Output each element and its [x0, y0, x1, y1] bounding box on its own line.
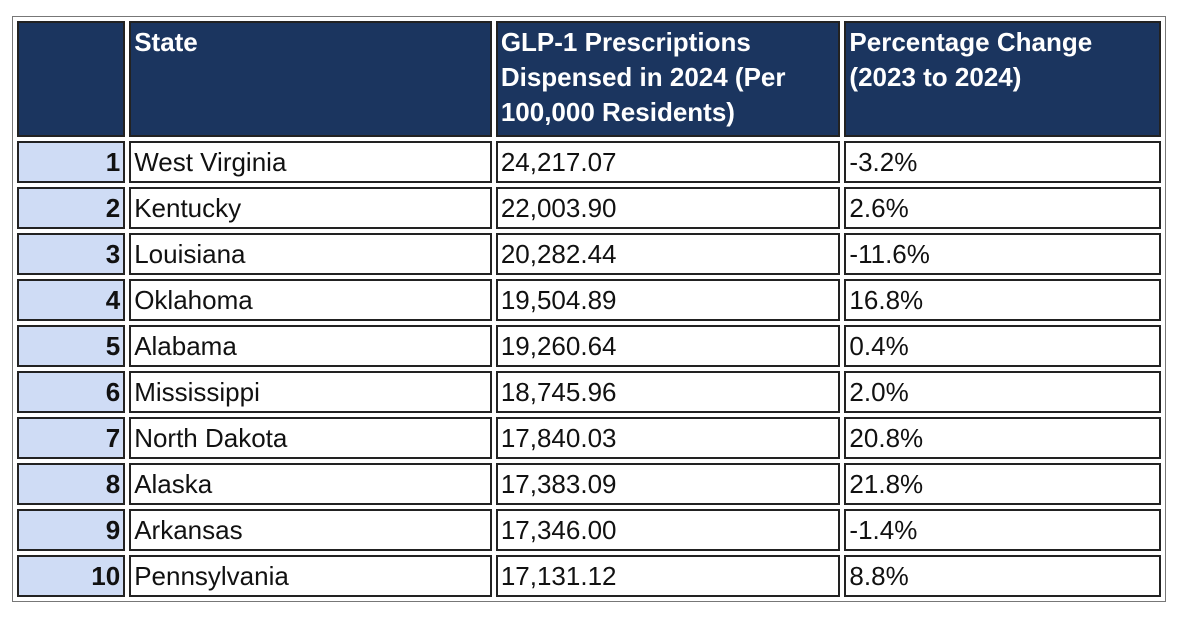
state-cell: Louisiana [129, 233, 492, 275]
state-cell: Mississippi [129, 371, 492, 413]
prescriptions-cell: 20,282.44 [495, 233, 841, 275]
rank-cell: 1 [17, 141, 126, 183]
table-body: 1 West Virginia 24,217.07 -3.2% 2 Kentucky 22,… [17, 141, 1161, 597]
prescriptions-cell: 17,346.00 [495, 509, 841, 551]
table-row: 8 Alaska 17,383.09 21.8% [17, 463, 1161, 505]
change-cell: 21.8% [844, 463, 1161, 505]
change-cell: -3.2% [844, 141, 1161, 183]
state-cell: Oklahoma [129, 279, 492, 321]
rank-cell: 5 [17, 325, 126, 367]
table-row: 3 Louisiana 20,282.44 -11.6% [17, 233, 1161, 275]
change-cell: -11.6% [844, 233, 1161, 275]
rank-cell: 4 [17, 279, 126, 321]
header-cell: State [129, 21, 492, 137]
state-cell: Kentucky [129, 187, 492, 229]
prescriptions-cell: 19,260.64 [495, 325, 841, 367]
state-cell: Alabama [129, 325, 492, 367]
rank-cell: 10 [17, 555, 126, 597]
state-cell: North Dakota [129, 417, 492, 459]
rank-cell: 6 [17, 371, 126, 413]
table-row: 2 Kentucky 22,003.90 2.6% [17, 187, 1161, 229]
table-row: 4 Oklahoma 19,504.89 16.8% [17, 279, 1161, 321]
change-cell: -1.4% [844, 509, 1161, 551]
rank-cell: 3 [17, 233, 126, 275]
change-cell: 2.6% [844, 187, 1161, 229]
prescriptions-cell: 17,131.12 [495, 555, 841, 597]
prescriptions-cell: 18,745.96 [495, 371, 841, 413]
change-cell: 0.4% [844, 325, 1161, 367]
rank-cell: 8 [17, 463, 126, 505]
header-row: State GLP-1 Prescriptions Dispensed in 20… [17, 21, 1161, 137]
change-cell: 2.0% [844, 371, 1161, 413]
table-row: 10 Pennsylvania 17,131.12 8.8% [17, 555, 1161, 597]
prescriptions-cell: 17,383.09 [495, 463, 841, 505]
prescriptions-cell: 19,504.89 [495, 279, 841, 321]
prescriptions-cell: 22,003.90 [495, 187, 841, 229]
header-cell: Percentage Change (2023 to 2024) [844, 21, 1161, 137]
state-cell: Pennsylvania [129, 555, 492, 597]
change-cell: 20.8% [844, 417, 1161, 459]
prescriptions-cell: 17,840.03 [495, 417, 841, 459]
rank-cell: 9 [17, 509, 126, 551]
change-cell: 8.8% [844, 555, 1161, 597]
table-row: 6 Mississippi 18,745.96 2.0% [17, 371, 1161, 413]
change-cell: 16.8% [844, 279, 1161, 321]
rank-cell: 2 [17, 187, 126, 229]
header-cell [17, 21, 126, 137]
state-cell: Alaska [129, 463, 492, 505]
table-row: 5 Alabama 19,260.64 0.4% [17, 325, 1161, 367]
data-table: State GLP-1 Prescriptions Dispensed in 20… [12, 16, 1166, 602]
table-row: 9 Arkansas 17,346.00 -1.4% [17, 509, 1161, 551]
prescriptions-cell: 24,217.07 [495, 141, 841, 183]
rank-cell: 7 [17, 417, 126, 459]
table-row: 7 North Dakota 17,840.03 20.8% [17, 417, 1161, 459]
table-row: 1 West Virginia 24,217.07 -3.2% [17, 141, 1161, 183]
state-cell: West Virginia [129, 141, 492, 183]
table-header: State GLP-1 Prescriptions Dispensed in 20… [17, 21, 1161, 137]
header-cell: GLP-1 Prescriptions Dispensed in 2024 (P… [495, 21, 841, 137]
state-cell: Arkansas [129, 509, 492, 551]
